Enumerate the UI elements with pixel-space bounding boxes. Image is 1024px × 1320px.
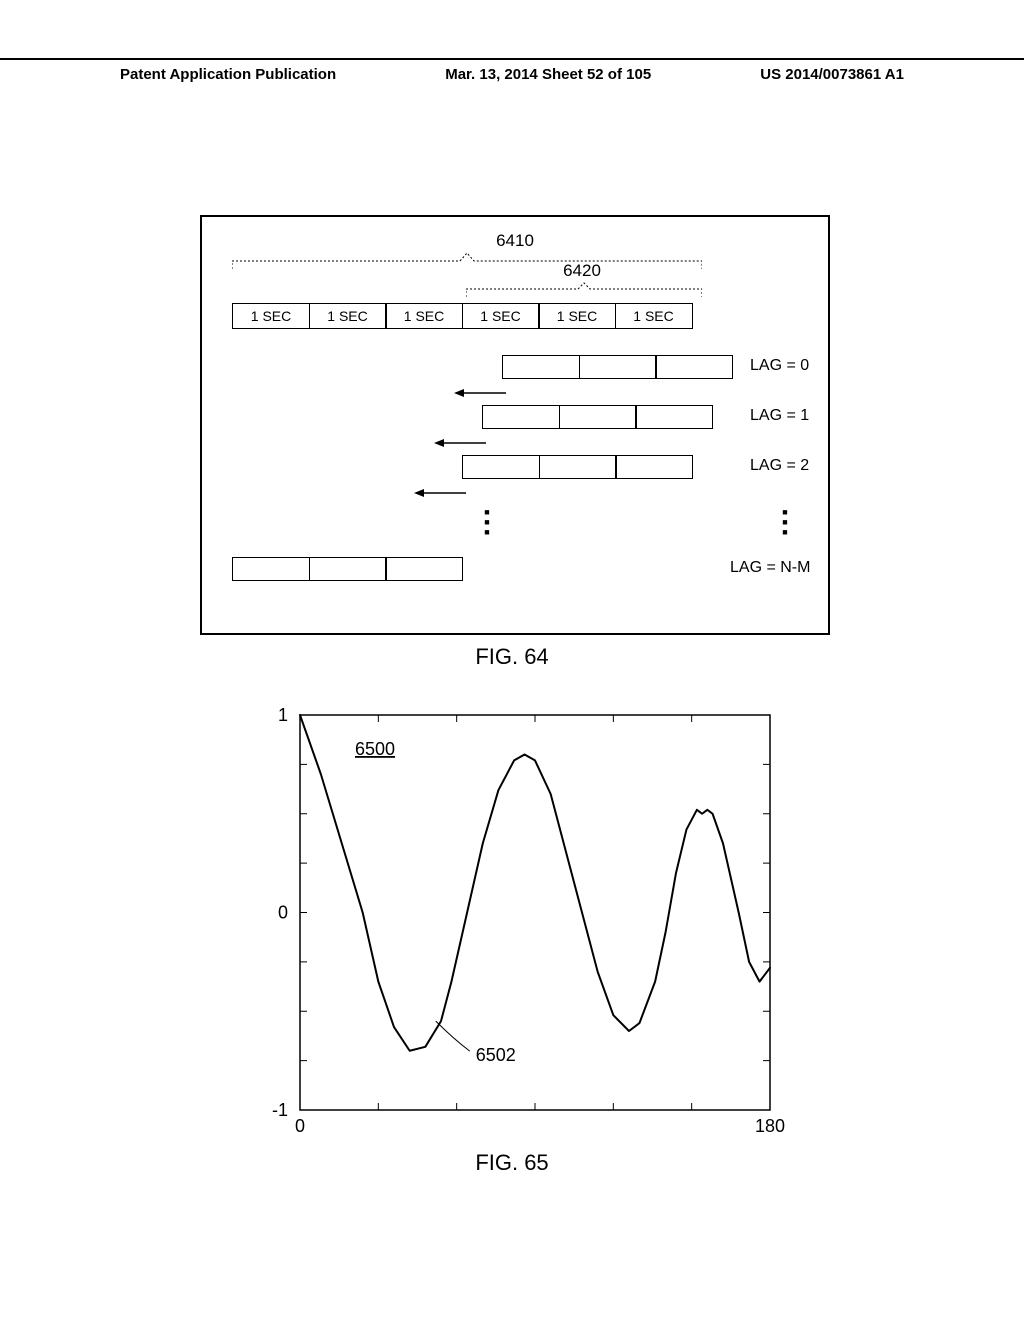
svg-text:1: 1 [278,705,288,725]
segment-cell: 1 SEC [385,303,463,329]
lag-segment [309,557,387,581]
arrow-icon [454,387,508,399]
svg-text:6500: 6500 [355,739,395,759]
lag-segment [482,405,560,429]
lag-segment [635,405,713,429]
arrow-icon [434,437,488,449]
ref-6420: 6420 [462,261,702,281]
segment-cell: 1 SEC [232,303,310,329]
lag-segment [539,455,617,479]
header-right: US 2014/0073861 A1 [760,66,904,83]
vertical-dots-icon: ■■■ [780,507,790,537]
lag-segment [579,355,657,379]
lag-label-1: LAG = 1 [750,407,809,425]
fig64-caption: FIG. 64 [0,644,1024,670]
arrow-icon [414,487,468,499]
header-left: Patent Application Publication [120,66,336,83]
lag-segment [385,557,463,581]
segment-cell: 1 SEC [538,303,616,329]
page-header: Patent Application Publication Mar. 13, … [0,58,1024,83]
lag-label-nm: LAG = N-M [730,559,810,577]
fig65-chart: 1 0 -1 0 180 6500 6502 [245,700,785,1155]
lag-label-2: LAG = 2 [750,457,809,475]
header-center: Mar. 13, 2014 Sheet 52 of 105 [445,66,651,83]
fig65-caption: FIG. 65 [0,1150,1024,1176]
lag-segment [232,557,310,581]
lag-row-nm [232,557,463,581]
svg-text:6502: 6502 [476,1045,516,1065]
lag-segment [655,355,733,379]
lag-segment [462,455,540,479]
bracket-inner [466,281,702,299]
ref-6410: 6410 [202,231,828,251]
segment-cell: 1 SEC [309,303,387,329]
segment-cell: 1 SEC [462,303,540,329]
lag-segment [615,455,693,479]
segment-row: 1 SEC1 SEC1 SEC1 SEC1 SEC1 SEC [232,303,693,329]
svg-text:-1: -1 [272,1100,288,1120]
lag-segment [502,355,580,379]
lag-label-0: LAG = 0 [750,357,809,375]
vertical-dots-icon: ■■■ [482,507,492,537]
svg-text:0: 0 [295,1116,305,1136]
svg-text:0: 0 [278,903,288,923]
lag-row-2 [462,455,693,479]
segment-cell: 1 SEC [615,303,693,329]
svg-text:180: 180 [755,1116,785,1136]
lag-row-0 [502,355,733,379]
fig64-frame: 6410 6420 1 SEC1 SEC1 SEC1 SEC1 SEC1 SEC… [200,215,830,635]
lag-segment [559,405,637,429]
lag-row-1 [482,405,713,429]
